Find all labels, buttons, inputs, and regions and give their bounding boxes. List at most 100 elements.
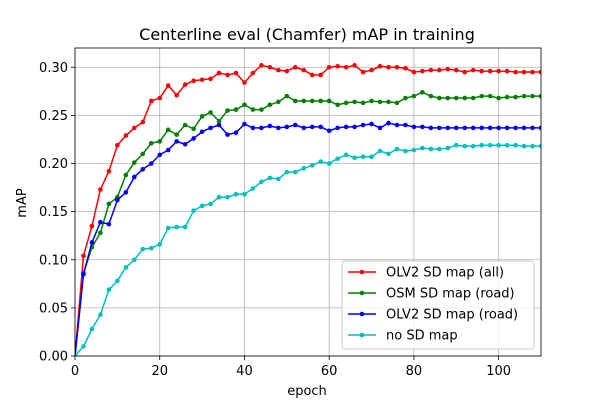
data-point: [106, 287, 112, 292]
legend-marker: [359, 269, 365, 275]
data-point: [284, 124, 290, 130]
x-tick-label: 0: [71, 364, 79, 379]
data-point: [233, 70, 239, 76]
x-tick-label: 40: [236, 364, 253, 379]
data-point: [81, 271, 86, 277]
data-point: [208, 125, 213, 131]
y-tick-label: 0.30: [39, 61, 68, 76]
data-point: [453, 142, 459, 148]
data-point: [496, 95, 501, 101]
data-point: [123, 172, 129, 178]
data-point: [538, 125, 541, 131]
data-point: [284, 68, 290, 74]
data-point: [420, 68, 425, 74]
data-point: [318, 124, 324, 130]
data-point: [148, 161, 154, 166]
data-point: [386, 99, 391, 105]
data-point: [326, 98, 332, 104]
data-point: [462, 125, 468, 131]
data-point: [199, 77, 205, 83]
data-point: [521, 125, 527, 131]
data-point: [453, 67, 459, 73]
data-point: [326, 64, 332, 70]
data-point: [538, 69, 541, 75]
data-point: [98, 187, 103, 192]
data-point: [225, 108, 230, 113]
x-tick-label: 20: [151, 364, 168, 379]
data-point: [513, 142, 518, 148]
data-point: [123, 133, 129, 138]
data-point: [233, 130, 239, 135]
data-point: [386, 120, 391, 126]
data-point: [403, 122, 408, 128]
data-point: [157, 139, 163, 144]
data-point: [326, 161, 332, 166]
data-point: [445, 66, 451, 72]
data-point: [301, 125, 307, 131]
ticks: 0 20 40 60 80 100 0.00 0.05 0.10 0.15 0.20 0.25 0.30: [39, 61, 511, 379]
data-point: [360, 69, 366, 75]
data-point: [106, 168, 112, 174]
data-point: [369, 98, 374, 104]
data-point: [538, 93, 541, 99]
data-point: [343, 100, 349, 106]
data-point: [292, 122, 298, 128]
y-tick-label: 0.05: [39, 301, 68, 316]
legend: OLV2 SD map (all) OSM SD map (road) OLV2 S…: [341, 260, 535, 350]
data-point: [530, 143, 535, 149]
data-point: [513, 125, 518, 131]
data-point: [377, 125, 383, 131]
data-point: [335, 156, 340, 161]
y-tick-label: 0.10: [39, 253, 68, 268]
data-point: [428, 67, 434, 73]
chart-title: Centerline eval (Chamfer) mAP in trainin…: [139, 25, 475, 44]
y-tick-label: 0.00: [39, 350, 68, 365]
data-point: [276, 125, 281, 131]
data-point: [462, 143, 468, 149]
data-point: [335, 102, 340, 108]
x-tick-label: 60: [321, 364, 338, 379]
data-point: [386, 64, 391, 70]
data-point: [343, 124, 349, 130]
data-point: [309, 124, 315, 130]
data-point: [487, 93, 493, 99]
data-point: [267, 175, 273, 181]
data-point: [140, 151, 146, 157]
data-point: [191, 126, 196, 132]
x-tick-label: 80: [406, 364, 423, 379]
data-point: [259, 63, 264, 68]
data-point: [479, 93, 484, 99]
data-point: [233, 192, 239, 197]
data-point: [157, 152, 163, 158]
data-point: [182, 82, 188, 87]
series-olv2-sd-map-all: [75, 63, 541, 356]
data-point: [487, 68, 493, 74]
data-point: [445, 125, 451, 131]
data-point: [267, 123, 273, 129]
data-point: [106, 201, 112, 207]
data-point: [352, 99, 357, 105]
data-point: [394, 100, 400, 106]
data-point: [75, 353, 78, 356]
data-point: [453, 125, 459, 131]
data-point: [411, 147, 417, 153]
data-point: [301, 166, 307, 171]
data-point: [437, 67, 442, 73]
data-point: [276, 67, 281, 73]
data-point: [225, 72, 230, 78]
data-point: [335, 63, 340, 69]
data-point: [487, 125, 493, 131]
data-point: [182, 224, 188, 230]
data-point: [437, 95, 442, 101]
data-point: [259, 107, 264, 112]
data-point: [504, 68, 510, 74]
data-point: [513, 69, 518, 75]
data-point: [81, 253, 86, 259]
data-point: [521, 69, 527, 75]
legend-marker: [359, 290, 365, 296]
data-point: [437, 125, 442, 131]
data-point: [377, 148, 383, 154]
x-tick-label: 100: [486, 364, 511, 379]
data-point: [98, 230, 103, 236]
